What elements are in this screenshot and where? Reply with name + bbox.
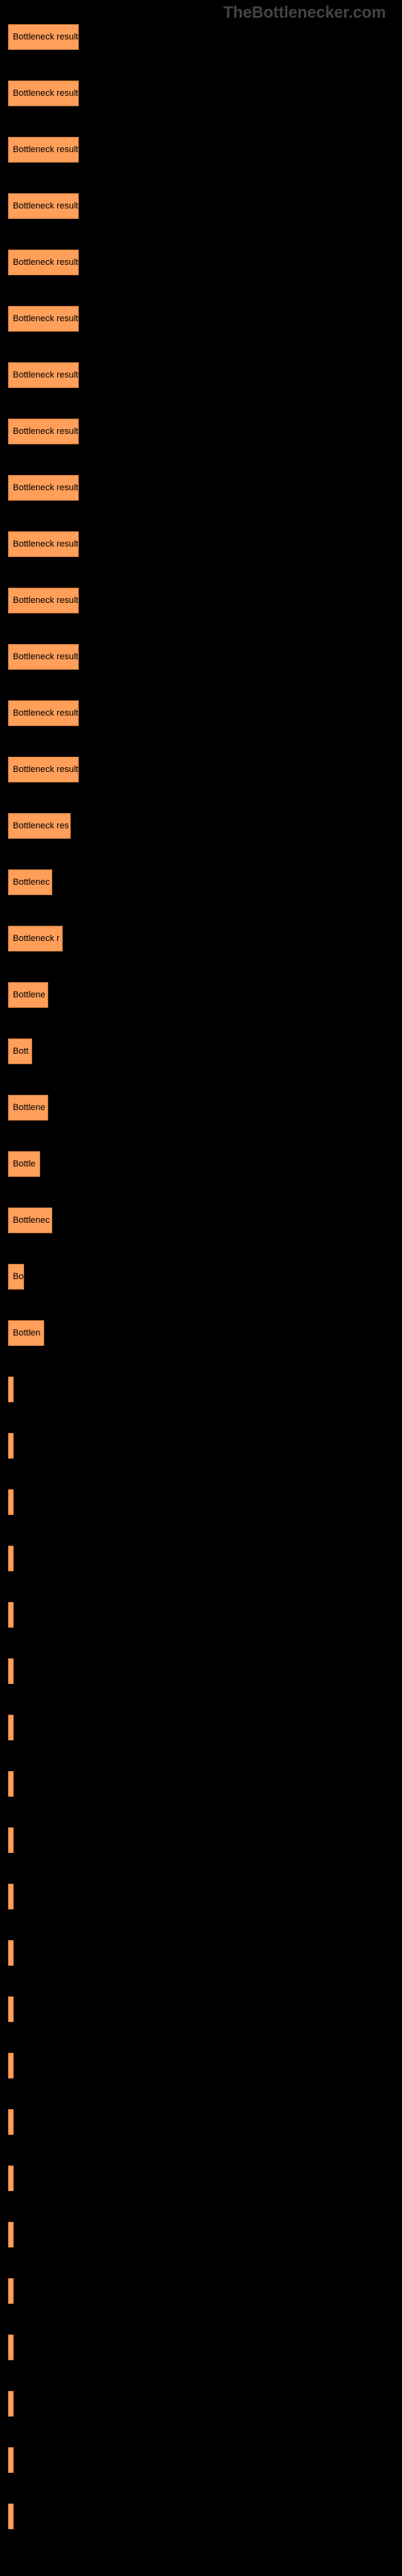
bar-row [8, 2334, 394, 2360]
bar [8, 1489, 14, 1515]
bar: Bottleneck result [8, 250, 79, 275]
bar-row [8, 1658, 394, 1684]
bar-row: Bottleneck result [8, 475, 394, 501]
bar-row: Bottleneck result [8, 24, 394, 50]
chart-container: Bottleneck result Bottleneck result Bottle… [0, 0, 402, 2568]
bar: Bottleneck result [8, 644, 79, 670]
bar-row: Bottleneck result [8, 80, 394, 106]
bar: Bottle [8, 1151, 40, 1177]
bar-row [8, 1377, 394, 1402]
bar-row: Bottleneck res [8, 813, 394, 839]
bar-row: Bottlenec [8, 869, 394, 895]
watermark: TheBottlenecker.com [224, 4, 386, 23]
bar: Bottleneck result [8, 24, 79, 50]
bar: Bott [8, 1038, 32, 1064]
bar [8, 1884, 14, 1909]
bar [8, 2504, 14, 2529]
bar: Bottleneck res [8, 813, 71, 839]
bar-row: Bottlen [8, 1320, 394, 1346]
bar: Bottleneck result [8, 419, 79, 444]
bar [8, 2391, 14, 2417]
bar-row: Bottlene [8, 982, 394, 1008]
bar: Bottleneck result [8, 475, 79, 501]
bar [8, 1546, 14, 1571]
bar: Bottleneck result [8, 80, 79, 106]
bar-row [8, 1884, 394, 1909]
bar [8, 1940, 14, 1966]
bar-row: Bottlene [8, 1095, 394, 1121]
bar: Bottleneck result [8, 193, 79, 219]
bar: Bottlen [8, 1320, 44, 1346]
bar-row: Bottleneck result [8, 531, 394, 557]
bar-row [8, 2109, 394, 2135]
bar-row [8, 1489, 394, 1515]
bar-row: Bottle [8, 1151, 394, 1177]
bar [8, 2053, 14, 2079]
bar [8, 2334, 14, 2360]
bar-row: Bottleneck result [8, 419, 394, 444]
bar-row: Bott [8, 1038, 394, 1064]
bar-row [8, 1996, 394, 2022]
bar [8, 1433, 14, 1459]
bar-row [8, 1827, 394, 1853]
bar-row [8, 1715, 394, 1740]
bar-row [8, 2222, 394, 2248]
bar-row [8, 2391, 394, 2417]
bar-row: Bottleneck result [8, 588, 394, 613]
bar: Bo [8, 1264, 24, 1290]
bar-row: Bottlenec [8, 1208, 394, 1233]
bar [8, 1771, 14, 1797]
bar-row [8, 2278, 394, 2304]
bar-row: Bottleneck result [8, 193, 394, 219]
bar-row [8, 1771, 394, 1797]
bar-row: Bottleneck result [8, 137, 394, 163]
bar-row: Bottleneck result [8, 644, 394, 670]
bar [8, 1715, 14, 1740]
bar [8, 2165, 14, 2191]
bar [8, 2109, 14, 2135]
bar [8, 1658, 14, 1684]
bar-row: Bottleneck result [8, 757, 394, 782]
bar [8, 1827, 14, 1853]
bar: Bottleneck r [8, 926, 63, 952]
bar-row [8, 1602, 394, 1628]
bar: Bottleneck result [8, 588, 79, 613]
bar-row [8, 2447, 394, 2473]
bar [8, 2222, 14, 2248]
bar-row: Bottleneck r [8, 926, 394, 952]
bar-row: Bo [8, 1264, 394, 1290]
bar: Bottleneck result [8, 137, 79, 163]
bar: Bottlene [8, 1095, 48, 1121]
bar: Bottleneck result [8, 306, 79, 332]
bar: Bottleneck result [8, 531, 79, 557]
bar: Bottlenec [8, 1208, 52, 1233]
bar [8, 1602, 14, 1628]
bar: Bottlene [8, 982, 48, 1008]
bar-row [8, 1940, 394, 1966]
bar [8, 2447, 14, 2473]
bar [8, 1377, 14, 1402]
bar [8, 1996, 14, 2022]
bar-row [8, 2504, 394, 2529]
bar-row [8, 2053, 394, 2079]
bar: Bottleneck result [8, 700, 79, 726]
bar: Bottlenec [8, 869, 52, 895]
bar-row: Bottleneck result [8, 700, 394, 726]
bar-row [8, 1546, 394, 1571]
bar [8, 2278, 14, 2304]
bar-row: Bottleneck result [8, 306, 394, 332]
bar: Bottleneck result [8, 362, 79, 388]
bar: Bottleneck result [8, 757, 79, 782]
bar-row [8, 2165, 394, 2191]
bar-row: Bottleneck result [8, 362, 394, 388]
bar-row [8, 1433, 394, 1459]
bar-row: Bottleneck result [8, 250, 394, 275]
